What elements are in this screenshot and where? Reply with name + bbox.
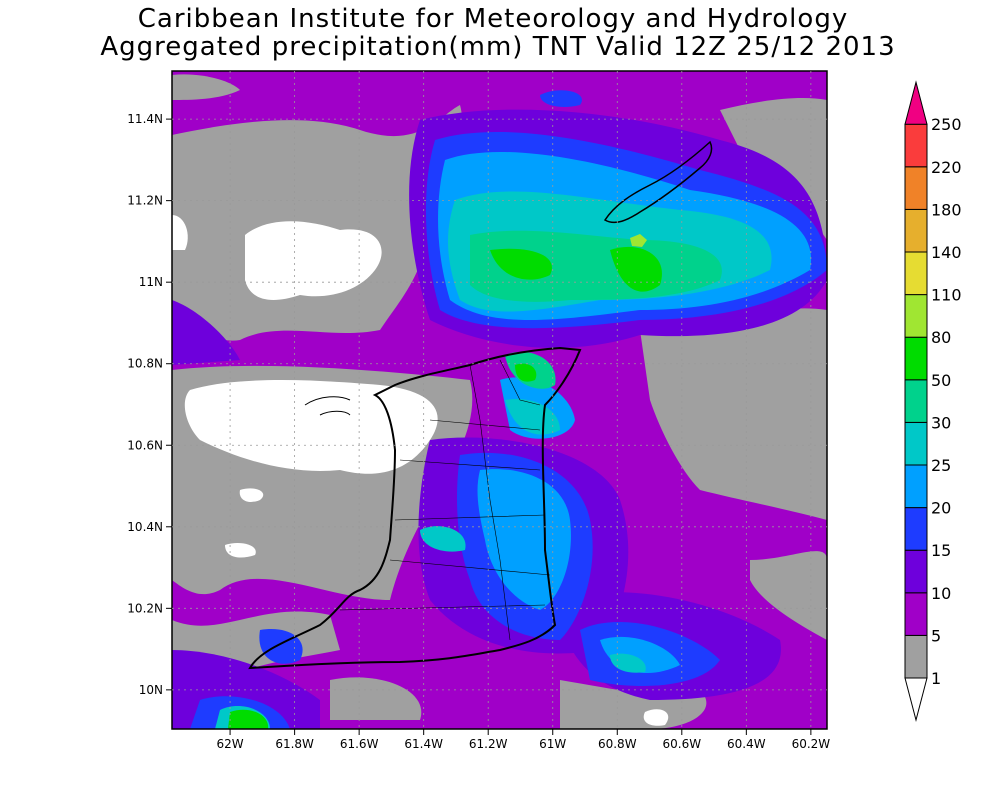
y-tick-label: 10.4N: [127, 520, 163, 534]
x-tick-label: 61.8W: [275, 737, 314, 751]
subtitle: Aggregated precipitation(mm) TNT Valid 1…: [100, 32, 895, 62]
axes: 62W 61.8W 61.6W 61.4W 61.2W 61W 60.8W 60.6W 60.4…: [127, 71, 830, 751]
colorbar-label: 250: [931, 115, 962, 134]
colorbar-label: 5: [931, 626, 941, 645]
colorbar-box: [904, 464, 928, 509]
colorbar-label: 220: [931, 158, 962, 177]
colorbar-label: 1: [931, 669, 941, 688]
colorbar-arrow: [904, 80, 928, 125]
colorbar-box: [904, 208, 928, 253]
colorbar-box: [904, 251, 928, 296]
colorbar-box: [904, 379, 928, 423]
colorbar-box: [904, 421, 928, 466]
y-tick-label: 11.4N: [127, 112, 163, 126]
map-frame: [171, 70, 828, 730]
colorbar-arrow: [904, 677, 928, 722]
x-tick-label: 61.4W: [404, 737, 443, 751]
x-tick-label: 60.4W: [727, 737, 766, 751]
colorbar-box: [904, 336, 928, 381]
colorbar-box: [904, 294, 928, 338]
yellow-green-spot: [630, 234, 647, 247]
colorbar-label: 110: [931, 286, 962, 305]
green-areas: [228, 246, 662, 729]
y-tick-label: 10.6N: [127, 438, 163, 452]
x-tick-label: 60.6W: [663, 737, 702, 751]
colorbar-label: 15: [931, 541, 951, 560]
colorbar-box: [904, 123, 928, 168]
y-tick-label: 11N: [139, 275, 163, 289]
x-tick-label: 61.2W: [469, 737, 508, 751]
colorbar-label: 180: [931, 200, 962, 219]
precip-field: [172, 71, 827, 729]
x-tick-label: 60.8W: [598, 737, 637, 751]
y-tick-label: 10N: [139, 683, 163, 697]
colorbar-box: [904, 507, 928, 551]
colorbar-label: 20: [931, 499, 951, 518]
title: Caribbean Institute for Meteorology and …: [138, 4, 848, 34]
colorbar-label: 30: [931, 413, 951, 432]
coastlines: [248, 140, 713, 670]
x-tick-label: 61W: [539, 737, 566, 751]
colorbar-label: 25: [931, 456, 951, 475]
colorbar-label: 80: [931, 328, 951, 347]
y-tick-label: 10.2N: [127, 601, 163, 615]
y-tick-label: 11.2N: [127, 194, 163, 208]
colorbar-box: [904, 592, 928, 636]
colorbar-box: [904, 634, 928, 679]
x-tick-label: 61.6W: [340, 737, 379, 751]
white-areas: [172, 215, 669, 726]
y-tick-label: 10.8N: [127, 357, 163, 371]
colorbar-label: 50: [931, 371, 951, 390]
colorbar-label: 140: [931, 243, 962, 262]
colorbar-box: [904, 166, 928, 210]
colorbar-label: 10: [931, 584, 951, 603]
x-tick-label: 60.2W: [792, 737, 831, 751]
x-tick-label: 62W: [217, 737, 244, 751]
colorbar-box: [904, 549, 928, 594]
